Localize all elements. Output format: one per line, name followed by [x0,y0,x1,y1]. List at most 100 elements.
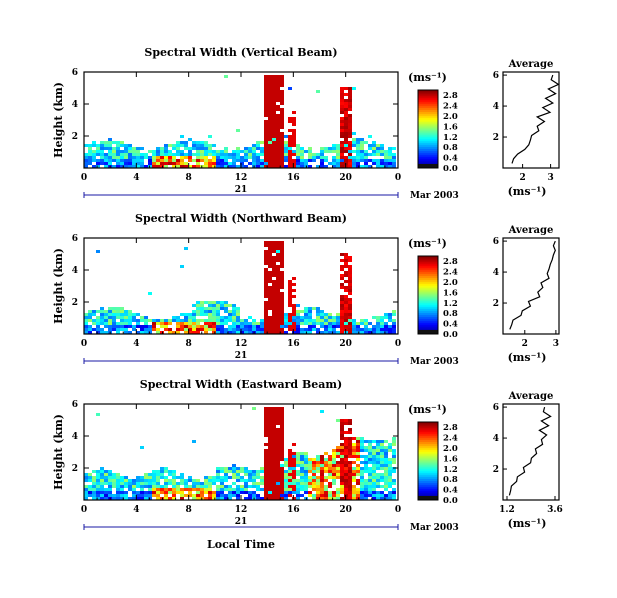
heatmap-cell [172,162,176,165]
heatmap-cell [344,473,348,476]
heatmap-cell [364,497,368,500]
heatmap-cell [232,316,236,319]
heatmap-cell [228,165,232,168]
heatmap-cell [140,494,144,497]
heatmap-cell [356,470,360,473]
heatmap-cell [248,328,252,331]
heatmap-cell [308,307,312,310]
heatmap-cell [352,87,356,90]
heatmap-cell [344,289,348,292]
heatmap-cell [392,437,396,440]
heatmap-cell [348,452,352,455]
heatmap-cell [340,476,344,479]
heatmap-cell [96,497,100,500]
heatmap-cell [212,497,216,500]
heatmap-cell [180,473,184,476]
heatmap-cell [144,328,148,331]
heatmap-cell [260,479,264,482]
heatmap-cell [344,464,348,467]
heatmap-cell [220,491,224,494]
heatmap-cell [208,476,212,479]
heatmap-cell [88,331,92,334]
heatmap-cell [196,325,200,328]
colorbar-swatch [418,121,438,124]
y-axis-label: Height (km) [52,414,65,490]
heatmap-cell [276,156,280,159]
heatmap-cell [108,141,112,144]
heatmap-cell [208,494,212,497]
heatmap-cell [256,494,260,497]
heatmap-cell [264,93,268,96]
heatmap-cell [152,482,156,485]
heatmap-cell [88,488,92,491]
heatmap-cell [244,467,248,470]
heatmap-cell [264,434,268,437]
heatmap-cell [140,491,144,494]
heatmap-cell [164,147,168,150]
heatmap-cell [340,162,344,165]
heatmap-cell [200,159,204,162]
heatmap-cell [104,147,108,150]
heatmap-cell [388,150,392,153]
heatmap-cell [352,319,356,322]
heatmap-cell [172,491,176,494]
heatmap-cell [348,147,352,150]
heatmap-cell [276,129,280,132]
heatmap-cell [312,153,316,156]
heatmap-cell [324,452,328,455]
date-day: 21 [235,185,248,195]
heatmap-cell [292,144,296,147]
heatmap-cell [348,96,352,99]
heatmap-cell [192,310,196,313]
heatmap-cell [212,307,216,310]
heatmap-cell [312,156,316,159]
heatmap-cell [344,461,348,464]
colorbar-swatch [418,267,438,271]
heatmap-cell [288,325,292,328]
heatmap-cell [360,138,364,141]
heatmap-cell [272,81,276,84]
y-tick-label: 6 [72,68,78,78]
heatmap-cell [288,488,292,491]
heatmap-cell [360,322,364,325]
heatmap-cell [116,488,120,491]
heatmap-cell [368,458,372,461]
heatmap-cell [204,147,208,150]
colorbar-tick-label: 0.0 [443,496,458,506]
heatmap-cell [384,150,388,153]
heatmap-cell [224,328,228,331]
heatmap-cell [280,482,284,485]
heatmap-cell [212,328,216,331]
heatmap-cell [296,322,300,325]
heatmap-cell [240,479,244,482]
heatmap-cell [288,87,292,90]
heatmap-cell [220,316,224,319]
heatmap-cell [212,165,216,168]
heatmap-cell [244,488,248,491]
heatmap-cell [348,479,352,482]
heatmap-cell [240,488,244,491]
heatmap-cell [348,331,352,334]
heatmap-cell [216,304,220,307]
heatmap-cell [196,328,200,331]
heatmap-cell [280,440,284,443]
colorbar-tick-label: 0.0 [443,164,458,174]
heatmap-cell [352,473,356,476]
heatmap-cell [220,307,224,310]
heatmap-cell [336,491,340,494]
heatmap-cell [380,153,384,156]
heatmap-cell [184,247,188,250]
heatmap-cell [340,461,344,464]
heatmap-cell [120,313,124,316]
heatmap-cell [332,328,336,331]
heatmap-cell [140,446,144,449]
heatmap-cell [380,325,384,328]
heatmap-cell [208,491,212,494]
heatmap-cell [388,325,392,328]
heatmap-cell [136,322,140,325]
heatmap-cell [120,322,124,325]
heatmap-cell [272,407,276,410]
heatmap-cell [340,473,344,476]
heatmap-cell [168,153,172,156]
heatmap-cell [288,147,292,150]
